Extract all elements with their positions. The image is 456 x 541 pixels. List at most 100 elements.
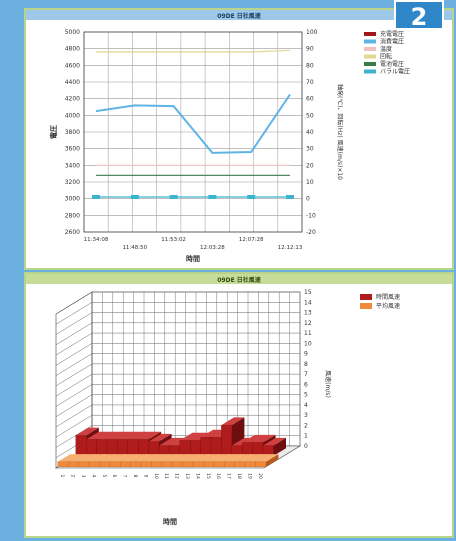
legend-swatch xyxy=(364,62,376,66)
legend-label: 電池電圧 xyxy=(380,60,404,68)
bar-top xyxy=(86,431,110,440)
x-tick-label: 6 xyxy=(111,475,117,478)
bar xyxy=(244,461,256,468)
x-axis-label: 時間 xyxy=(186,254,200,263)
bar-top xyxy=(203,454,227,462)
y-tick-label: 4600 xyxy=(65,62,80,69)
bar xyxy=(68,461,79,468)
bar-top xyxy=(68,454,92,462)
bar-top xyxy=(89,454,112,462)
bar xyxy=(161,461,173,468)
x-tick-label: 20 xyxy=(257,473,263,479)
y-tick-label: 3000 xyxy=(65,196,80,203)
y-tick-label: 3 xyxy=(304,412,308,419)
bar-top xyxy=(120,454,144,462)
bar xyxy=(96,439,108,457)
x-tick-label: 9 xyxy=(142,475,148,478)
bar-top xyxy=(213,454,237,462)
bar-top xyxy=(221,417,245,426)
bar-top xyxy=(99,454,123,462)
bar xyxy=(255,461,266,468)
legend-label: 消費電圧 xyxy=(380,38,404,46)
bar xyxy=(140,461,152,468)
x-tick-label: 18 xyxy=(236,473,242,479)
bar xyxy=(252,442,264,457)
bar xyxy=(213,461,225,468)
series-line xyxy=(95,93,291,154)
y2-tick-label: 10 xyxy=(306,179,314,186)
y2-tick-label: -20 xyxy=(306,229,316,236)
bar xyxy=(221,424,232,457)
y-tick-label: 9 xyxy=(304,351,308,358)
series-marker xyxy=(247,195,256,199)
bar-top xyxy=(109,454,133,462)
y-tick-label: 13 xyxy=(304,310,312,317)
series-marker xyxy=(169,195,178,199)
y-tick-label: 2 xyxy=(304,422,308,429)
line-chart: 09DE 日社風速2600280030003200340036003800400… xyxy=(26,10,452,263)
grid-line-side xyxy=(55,384,93,407)
bar xyxy=(86,439,97,457)
y-tick-label: 2600 xyxy=(65,229,80,236)
bar-top xyxy=(242,434,266,443)
y-tick-label: 6 xyxy=(304,381,308,388)
bar xyxy=(224,461,235,468)
y-axis-label: 電圧 xyxy=(49,125,58,139)
legend-label: 温度 xyxy=(380,45,392,53)
y-tick-label: 5000 xyxy=(65,29,80,36)
bar xyxy=(99,461,110,468)
bar xyxy=(78,461,90,468)
x-tick-label: 7 xyxy=(122,475,128,478)
y-tick-label: 12 xyxy=(304,320,312,327)
y2-tick-label: 40 xyxy=(306,129,314,136)
legend-label: バラル電圧 xyxy=(380,69,410,76)
bar-side xyxy=(265,454,279,467)
x-tick-label: 4 xyxy=(90,475,96,478)
grid-line-side xyxy=(55,394,93,417)
x-tick-label: 11:48:50 xyxy=(122,245,147,251)
x-tick-label: 19 xyxy=(246,473,252,479)
legend-label: 充電電圧 xyxy=(380,30,404,38)
grid-line-side xyxy=(55,404,93,428)
grid-line-side xyxy=(55,353,93,376)
bar-top xyxy=(255,454,279,462)
bar-chart-title-bar xyxy=(26,274,452,284)
y-tick-label: 3800 xyxy=(65,129,80,136)
line-chart-panel: 09DE 日社風速 2600 2800 3000 3200 3400 3600 3800 400… xyxy=(24,8,454,270)
x-tick-label: 12:03:28 xyxy=(200,245,225,251)
y-tick-label: 8 xyxy=(304,361,308,368)
legend-swatch xyxy=(364,32,376,36)
y2-tick-label: -10 xyxy=(306,212,316,219)
y2-tick-label: 20 xyxy=(306,162,314,169)
grid-line-side xyxy=(55,312,93,335)
y-tick-label: 3400 xyxy=(65,162,80,169)
bar-top xyxy=(182,454,206,462)
bar xyxy=(117,439,128,457)
legend-label: 平均風速 xyxy=(376,302,400,310)
bar xyxy=(109,461,121,468)
bar xyxy=(130,461,142,468)
bar-top xyxy=(107,431,130,440)
grid-line-side xyxy=(55,302,93,325)
grid-line-side xyxy=(55,425,93,448)
bar-top xyxy=(57,454,81,462)
bar-top xyxy=(234,454,258,462)
bar xyxy=(172,461,183,468)
legend-swatch xyxy=(364,47,376,51)
y-tick-label: 3600 xyxy=(65,146,80,153)
y-tick-label: 0 xyxy=(304,443,308,450)
x-tick-label: 12 xyxy=(174,473,180,479)
legend-swatch xyxy=(360,294,372,300)
y2-tick-label: 60 xyxy=(306,96,314,103)
bar xyxy=(75,435,87,457)
grid-line-side xyxy=(55,373,93,397)
bar-chart-title: 09DE 日社風速 xyxy=(217,276,261,284)
bar xyxy=(179,440,191,457)
bar-top xyxy=(127,431,151,440)
bar-top xyxy=(75,427,99,436)
y2-tick-label: 90 xyxy=(306,46,314,53)
y-tick-label: 3200 xyxy=(65,179,80,186)
line-chart-title: 09DE 日社風速 xyxy=(217,12,261,20)
bar-top xyxy=(159,437,182,446)
